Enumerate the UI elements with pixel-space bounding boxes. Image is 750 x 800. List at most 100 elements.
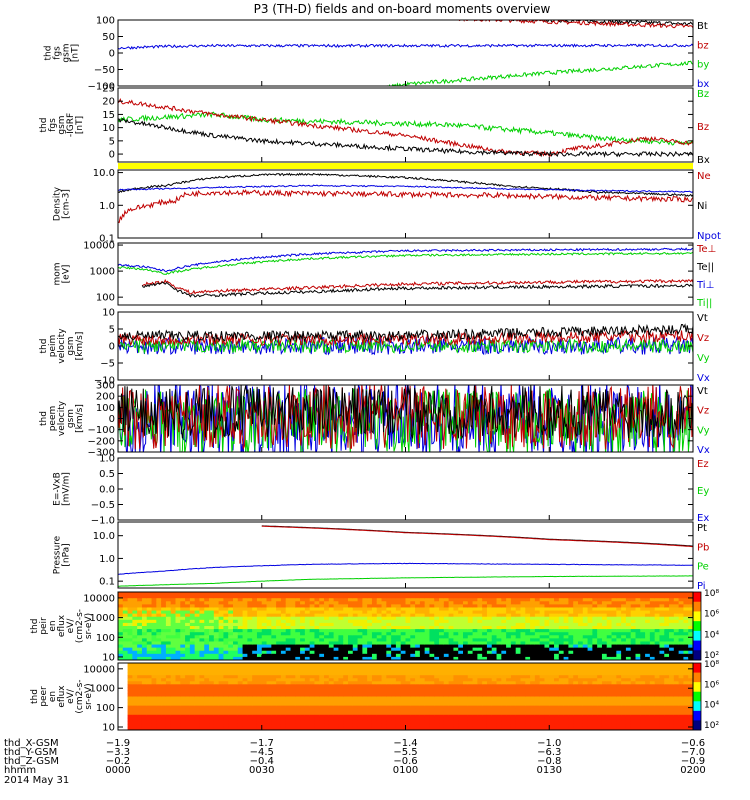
y-tick-label: 10000: [83, 241, 115, 252]
y-axis-label-line: mom: [53, 262, 63, 285]
y-tick-label: 10: [102, 123, 115, 134]
y-tick-label: −300: [88, 448, 115, 459]
legend-bx: bx: [697, 79, 709, 90]
ephemeris-value: 0000: [105, 765, 130, 776]
y-tick-label: 1.0: [99, 201, 115, 212]
y-tick-label: −100: [88, 82, 115, 93]
ephemeris-value: −0.8: [537, 756, 561, 767]
ephemeris-row-thd-y-gsm: thd_Y-GSM −3.3 −4.5 −5.5 −6.3 −7.0: [4, 747, 705, 758]
y-tick-label: 5: [109, 325, 115, 336]
y-axis-label: Pressure [nPa]: [53, 535, 72, 574]
ephemeris-value: −1.9: [106, 738, 130, 749]
y-tick-label: −10: [94, 376, 115, 387]
colorbar: 10⁸ 10⁶ 10⁴ 10²: [692, 589, 719, 661]
series-line-by-red: [118, 98, 693, 157]
legend-te-: Te||: [696, 262, 714, 273]
panel-pressure: Pt Pb Pe Pi 10.0 1.0 0.1 Pressure [nPa]: [53, 521, 709, 592]
colorbar: 10⁸ 10⁶ 10⁴ 10²: [692, 660, 719, 731]
y-axis-label: E=-VxB [mV/m]: [53, 472, 72, 506]
y-axis-label-line: peim: [48, 335, 58, 358]
series-line-npot: [118, 184, 693, 193]
series-line-ti-: [118, 247, 693, 273]
y-axis-label-line: peer: [39, 686, 49, 707]
series-line-te-: [141, 281, 693, 298]
y-tick-label: 100: [96, 403, 115, 414]
y-tick-label: −50: [94, 65, 115, 76]
colorbar-label: 10²: [704, 721, 719, 731]
legend-ti-: Ti||: [696, 298, 712, 309]
ephemeris-value: −4.5: [250, 747, 274, 758]
series-line-vt: [118, 385, 693, 440]
colorbar-label: 10⁴: [704, 630, 719, 640]
y-tick-label: 200: [96, 392, 115, 403]
ephemeris-value: 0100: [393, 765, 418, 776]
ephemeris-value: −1.7: [250, 738, 274, 749]
colorbar-label: 10⁴: [704, 701, 719, 711]
legend-pb: Pb: [697, 542, 709, 553]
legend-pe: Pe: [697, 562, 709, 573]
series-line-bz-green: [118, 111, 693, 146]
y-tick-label: 10000: [83, 593, 115, 604]
y-tick-label: −200: [88, 436, 115, 447]
y-tick-label: 0: [109, 49, 115, 60]
panel-moms-temp: Te⊥ Te|| Ti⊥ Ti|| 10000 1000 100 mom [eV]: [53, 241, 717, 309]
ephemeris-row-thd-x-gsm: thd_X-GSM −1.9 −1.7 −1.4 −1.0 −0.6: [4, 738, 705, 749]
y-axis-label-line: eflux: [57, 614, 67, 637]
y-axis-label-line: velocity: [57, 400, 67, 436]
y-axis-label-line: velocity: [57, 328, 67, 364]
y-tick-label: 10: [102, 722, 115, 733]
y-tick-label: 0: [109, 414, 115, 425]
legend-vz: Vz: [697, 406, 709, 417]
panel-density: Ne Ni Npot 10.0 1.0 0.1 Density [cm-3]: [53, 168, 721, 244]
legend-bz: Bz: [697, 122, 709, 133]
ephemeris-value: −3.3: [106, 747, 130, 758]
legend-by: by: [697, 60, 709, 71]
legend-te-: Te⊥: [696, 244, 716, 255]
y-tick-label: 10.0: [93, 168, 115, 179]
y-axis-label-line: peir: [39, 617, 49, 635]
y-axis-label-line: peem: [48, 406, 58, 432]
panel-peim-velocity: Vt Vz Vy Vx 10 5 0 −5 −10 thd peim velocity gsm [km/s…: [39, 308, 710, 387]
y-tick-label: 10000: [83, 664, 115, 675]
y-axis-label: thd fgs gsm [nT]: [44, 43, 81, 62]
y-axis-label-line: thd: [39, 339, 49, 354]
y-tick-label: 100: [96, 16, 115, 27]
y-tick-label: −1.0: [91, 516, 115, 527]
y-axis-label: thd peir en eflux eV/(cm2-s-sr-eV): [30, 609, 94, 643]
y-axis-label-line: gsm: [57, 115, 67, 134]
y-axis-label-line: [km/s]: [75, 332, 85, 361]
legend-pt: Pt: [697, 523, 707, 534]
series-line-bx: [118, 117, 693, 158]
y-tick-label: 1.0: [99, 454, 115, 465]
y-axis-label-line: eflux: [57, 685, 67, 708]
y-axis-label-line: thd: [39, 411, 49, 426]
y-axis-label: thd peem velocity gsm [km/s]: [39, 400, 85, 436]
y-tick-label: 0.0: [99, 485, 115, 496]
panel-frame: [117, 19, 694, 87]
series-line-vz: [118, 385, 693, 451]
y-axis-label-line: [eV]: [62, 265, 72, 284]
y-tick-label: 300: [96, 381, 115, 392]
panel-peir-eflux: 10⁸ 10⁶ 10⁴ 10² 10000 1000 100 10 thd peir en eflux…: [30, 589, 719, 663]
ephemeris-row-label: thd_X-GSM: [4, 738, 59, 749]
y-axis-label-line: thd: [30, 689, 40, 704]
panel-fgs-gsm: Bt bz by bx 100 50 0 −50 −100 thd fgs gsm [nT]: [44, 16, 710, 93]
series-line-ti-: [118, 251, 693, 275]
y-axis-label-line: thd: [39, 118, 49, 133]
y-tick-label: 10: [102, 652, 115, 663]
ephemeris-value: −7.0: [681, 747, 705, 758]
y-axis-label: thd peer en eflux eV/(cm2-s-sr-eV): [30, 679, 94, 713]
y-tick-label: 50: [102, 32, 115, 43]
legend-vy: Vy: [697, 353, 710, 364]
y-tick-label: 100: [96, 633, 115, 644]
panel-frame: [117, 242, 694, 306]
legend-vt: Vt: [697, 386, 708, 397]
y-tick-label: 100: [96, 703, 115, 714]
colorbar-label: 10²: [704, 651, 719, 661]
y-axis-label-line: (cm2-s-: [75, 679, 85, 713]
panel-fgs-gsm-igrf: Bz Bz Bx 25 20 15 10 5 0 thd fgs gsm -IGRF [nT]: [39, 84, 710, 169]
panel-e-field: Ez Ey Ex 1.0 0.5 0.0 −0.5 −1.0 E=-VxB [mV/m]: [53, 454, 710, 527]
colorbar-label: 10⁶: [704, 610, 719, 620]
